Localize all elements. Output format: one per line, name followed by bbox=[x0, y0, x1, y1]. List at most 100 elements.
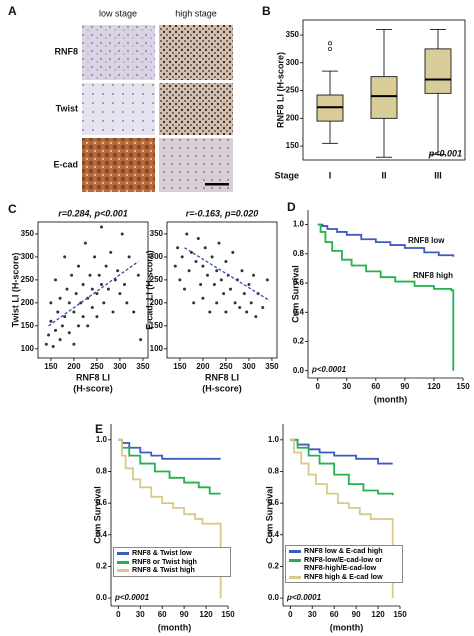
point bbox=[74, 292, 78, 296]
y-tick-label: 300 bbox=[21, 252, 35, 261]
annotation: p<0.0001 bbox=[286, 593, 322, 602]
curve-label: RNF8 low bbox=[408, 236, 445, 245]
x-tick-label: 150 bbox=[456, 382, 470, 391]
x-tick-label: 150 bbox=[173, 362, 187, 371]
x-tick-label: 120 bbox=[371, 610, 385, 619]
point bbox=[90, 287, 94, 291]
legend-item: RNF8 or Twist high bbox=[117, 557, 227, 567]
x-axis-label: RNF8 LI bbox=[205, 372, 239, 382]
point bbox=[139, 338, 143, 342]
x-tick-label: 150 bbox=[221, 610, 235, 619]
point bbox=[132, 310, 136, 314]
survival-curve bbox=[317, 223, 455, 257]
point bbox=[173, 264, 177, 268]
y-tick-label: 0.8 bbox=[268, 467, 280, 476]
point bbox=[224, 310, 228, 314]
x-tick-label: 60 bbox=[330, 610, 339, 619]
y-tick-label: 0.2 bbox=[268, 562, 280, 571]
annotation: p<0.0001 bbox=[311, 365, 347, 374]
annotation: p<0.001 bbox=[428, 148, 462, 158]
point bbox=[49, 319, 53, 323]
x-tick-label: 150 bbox=[393, 610, 407, 619]
point bbox=[53, 278, 57, 282]
y-axis-label: Twist LI (H-score) bbox=[10, 253, 20, 328]
y-tick-label: 1.0 bbox=[293, 220, 305, 229]
point bbox=[240, 269, 244, 273]
point bbox=[238, 305, 242, 309]
legend-swatch bbox=[117, 560, 129, 564]
point bbox=[111, 310, 115, 314]
point bbox=[81, 282, 85, 286]
x-tick-label: 350 bbox=[136, 362, 150, 371]
point bbox=[187, 269, 191, 273]
legend-item: RNF8 & Twist low bbox=[117, 548, 227, 558]
point bbox=[95, 292, 99, 296]
point bbox=[58, 338, 62, 342]
point bbox=[210, 255, 214, 259]
x-tick-label: 30 bbox=[308, 610, 317, 619]
point bbox=[215, 301, 219, 305]
point bbox=[93, 255, 97, 259]
point bbox=[109, 250, 113, 254]
panel-label: C bbox=[8, 202, 17, 216]
legend-label: RNF8 low & E-cad high bbox=[304, 546, 383, 555]
row-label: Twist bbox=[56, 103, 78, 113]
panel-label: D bbox=[287, 200, 296, 214]
x-tick-label: 350 bbox=[265, 362, 279, 371]
legend-label: RNF8 & Twist low bbox=[132, 548, 192, 557]
point bbox=[44, 342, 48, 346]
legend-item: RNF8 low & E-cad high bbox=[289, 546, 399, 556]
survival-curve bbox=[118, 438, 221, 495]
image bbox=[82, 138, 155, 192]
point bbox=[116, 269, 120, 273]
point bbox=[254, 315, 258, 319]
point bbox=[102, 301, 106, 305]
point bbox=[265, 278, 269, 282]
point bbox=[118, 292, 122, 296]
panel-label: B bbox=[262, 4, 271, 18]
y-tick-label: 0.0 bbox=[96, 593, 108, 602]
row-label: E-cad bbox=[53, 159, 78, 169]
x-axis-label: (month) bbox=[374, 394, 408, 404]
y-tick-label: 200 bbox=[21, 298, 35, 307]
panel: 0.0 0.2 0.4 0.6 0.8 1.0 0 30 60 90 120 150 Cum Survi… bbox=[92, 424, 235, 632]
point bbox=[100, 282, 104, 286]
x-tick-label: 250 bbox=[219, 362, 233, 371]
point bbox=[60, 324, 64, 328]
point bbox=[97, 273, 101, 277]
x-tick-label: 60 bbox=[371, 382, 380, 391]
scale-bar bbox=[205, 183, 229, 186]
point bbox=[136, 273, 140, 277]
point bbox=[176, 246, 180, 250]
point bbox=[58, 296, 62, 300]
point bbox=[215, 269, 219, 273]
legend-swatch bbox=[289, 558, 301, 562]
y-tick-label: 1.0 bbox=[96, 435, 108, 444]
point bbox=[247, 282, 251, 286]
legend-label: RNF8-low/E-cad-low or RNF8-high/E-cad-lo… bbox=[304, 554, 383, 573]
legend-swatch bbox=[289, 575, 301, 579]
point bbox=[86, 324, 90, 328]
point bbox=[123, 282, 127, 286]
y-axis-label: E-cad. LI (H-score) bbox=[144, 250, 154, 330]
point bbox=[185, 232, 189, 236]
x-tick-label: 120 bbox=[427, 382, 441, 391]
image bbox=[82, 83, 155, 135]
y-tick-label: 350 bbox=[21, 229, 35, 238]
x-tick-label: 90 bbox=[352, 610, 361, 619]
point bbox=[95, 315, 99, 319]
point bbox=[104, 264, 108, 268]
legend-item: RNF8 & Twist high bbox=[117, 566, 227, 575]
legend: RNF8 low & E-cad high RNF8-low/E-cad-low … bbox=[285, 545, 403, 584]
point bbox=[83, 241, 87, 245]
point bbox=[201, 296, 205, 300]
point bbox=[206, 273, 210, 277]
panel: 100 150 200 250 300 350 150 200 250 300 350 E-cad. … bbox=[144, 208, 279, 393]
y-axis-label: Cum Survival bbox=[92, 486, 102, 544]
x-tick-label: 300 bbox=[113, 362, 127, 371]
column-label: high stage bbox=[175, 8, 217, 18]
legend-swatch bbox=[289, 550, 301, 553]
